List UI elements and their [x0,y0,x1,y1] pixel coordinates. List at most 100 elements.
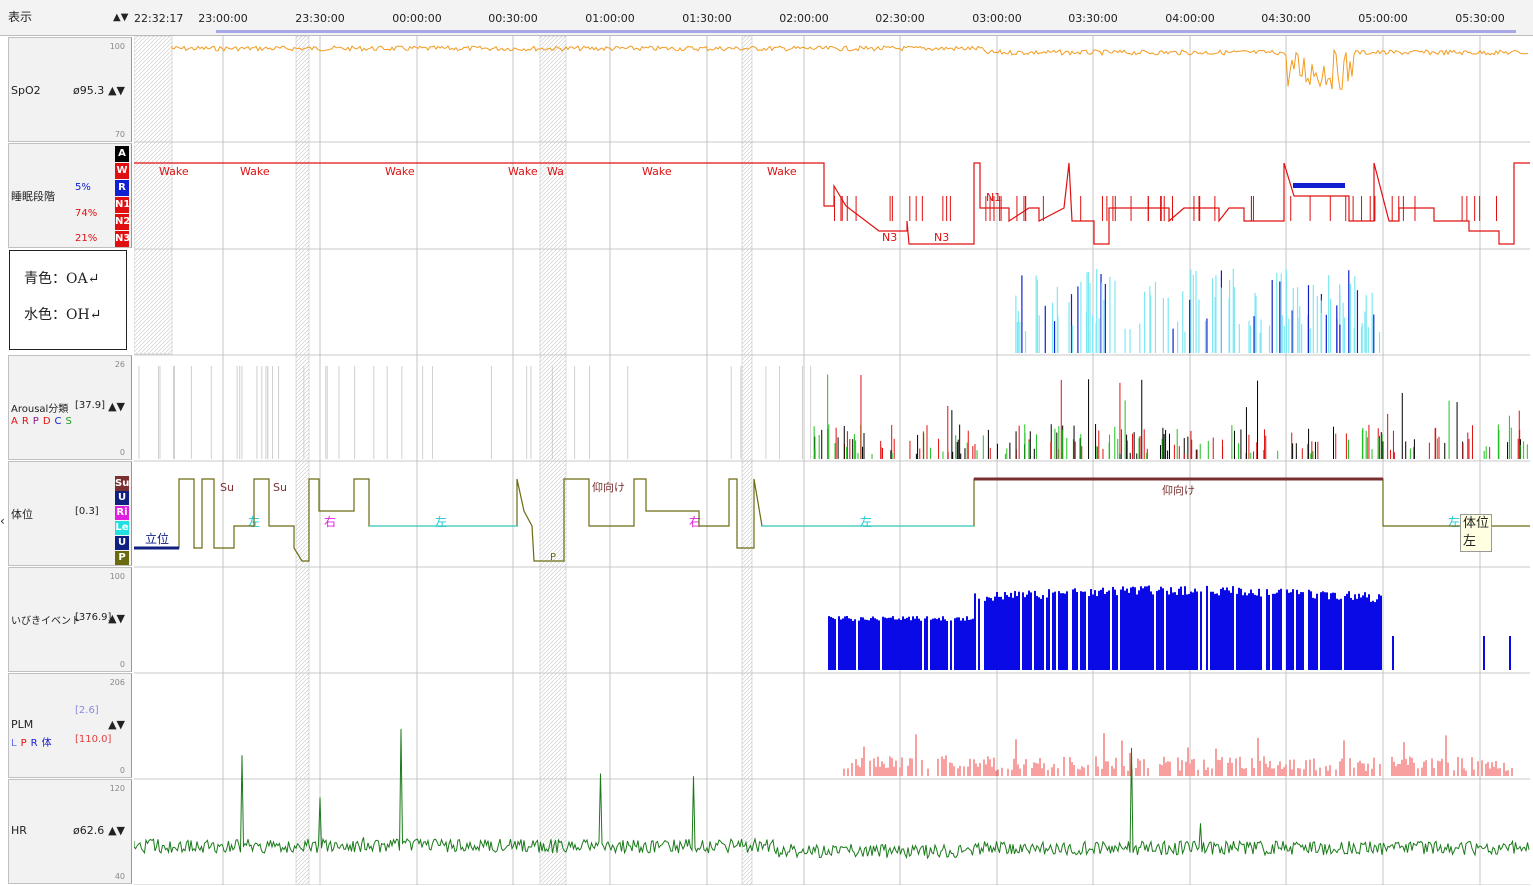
snore-axis-min: 0 [119,660,125,669]
pos-box-u: U [115,491,129,505]
collapse-caret-icon[interactable]: ‹ [0,514,5,528]
hr-name: HR [11,824,27,837]
hour-tick: 23:30:00 [295,12,345,25]
hour-tick: 23:00:00 [198,12,248,25]
hr-axis-max: 120 [109,784,125,793]
arousal-letter: R [21,416,29,427]
pos-box-ri: Ri [115,506,129,520]
pos-label-standing: 立位 [145,531,169,546]
hr-average: ø62.6 [73,824,105,837]
hr-track-label[interactable]: HR ø62.6 ▲▼ 120 40 [8,779,132,884]
time-header: 表示 ▲▼ 22:32:17 23:00:00 23:30:00 00:00:0… [0,0,1533,36]
spo2-track-label[interactable]: SpO2 ø95.3 ▲▼ 100 70 [8,37,132,142]
polysomnography-plot[interactable]: Wake Wake Wake Wake Wa Wake Wake N1 N3 N… [134,36,1530,885]
legend-oa: 青色：OA↵ [24,271,100,287]
hr-scale-arrows-icon[interactable]: ▲▼ [108,824,125,837]
snore-axis-max: 100 [109,572,125,581]
plm-scale-arrows-icon[interactable]: ▲▼ [108,718,125,731]
stage-box-n3: N3 [115,231,130,247]
snore-index: [376.9] [75,612,112,623]
pos-label-left: 左 [1448,514,1460,529]
pos-label-right: 右 [689,514,701,529]
plm-name: PLM [11,718,34,731]
arousal-letter: C [54,416,62,427]
sleep-stage-track-label[interactable]: 睡眠段階 5% 74% 21% A W R N1 N2 N3 [8,143,132,248]
stage-box-w: W [115,163,129,179]
position-name: 体位 [11,508,33,521]
plm-letter: R [30,738,38,749]
hr-axis-min: 40 [114,872,125,881]
pos-label-left: 左 [435,514,447,529]
stage-box-a: A [115,146,129,162]
sleep-label-n3: N3 [882,231,897,244]
arousal-letter: A [11,416,18,427]
hour-tick: 04:00:00 [1165,12,1215,25]
stage-box-r: R [115,180,129,196]
arousal-events [138,366,1528,459]
arousal-letter: S [65,416,72,427]
stage-box-n2: N2 [115,214,130,230]
n3-percent: 21% [75,233,98,244]
plm-letter: 体 [41,738,52,749]
body-position-trace: 立位 Su Su 左 右 左 P 仰向け 右 左 仰向け 左 [134,477,1530,563]
pos-box-u2: U [115,536,129,550]
display-menu[interactable]: 表示 [8,10,33,24]
start-time: 22:32:17 [134,12,184,25]
time-scrollbar[interactable] [216,30,1516,33]
hour-tick: 00:00:00 [392,12,442,25]
spo2-scale-arrows-icon[interactable]: ▲▼ [108,84,125,97]
plm-axis-max: 206 [109,678,125,687]
color-legend-note: 青色：OA↵ 水色：OH↵ [9,250,127,350]
hour-tick: 05:30:00 [1455,12,1505,25]
legend-oh: 水色：OH↵ [24,307,102,323]
hour-tick: 00:30:00 [488,12,538,25]
scroll-arrows-icon[interactable]: ▲▼ [113,12,129,23]
hour-tick: 03:30:00 [1068,12,1118,25]
hour-tick: 02:30:00 [875,12,925,25]
pos-label-su: Su [273,481,287,494]
spo2-trace [171,45,1529,90]
snore-scale-arrows-icon[interactable]: ▲▼ [108,612,125,625]
pos-label-p: P [550,552,556,563]
sleep-label-wake: Wake [767,165,797,178]
arousal-scale-arrows-icon[interactable]: ▲▼ [108,400,125,413]
plm-letter: P [20,738,27,749]
pos-label-right: 右 [324,514,336,529]
hour-tick: 05:00:00 [1358,12,1408,25]
hour-tick: 01:30:00 [682,12,732,25]
pos-box-su: Su [115,476,129,492]
hour-tick: 04:30:00 [1261,12,1311,25]
arousal-index: [37.9] [75,400,106,411]
sleep-label-wake: Wake [159,165,189,178]
pos-label-supine: 仰向け [1162,483,1195,497]
heart-rate-trace [134,728,1530,860]
artifact-hatch-regions [134,36,753,885]
position-track-label[interactable]: 体位 [0.3] Su U Ri Le U P [8,461,132,566]
plm-index-2: [110.0] [75,734,112,745]
snore-track-label[interactable]: いびきイベント [376.9] ▲▼ 100 0 [8,567,132,672]
arousal-letter: P [32,416,39,427]
sleep-label-wake: Wake [240,165,270,178]
arousal-axis-min: 0 [119,448,125,457]
hour-tick: 02:00:00 [779,12,829,25]
rem-percent: 5% [75,182,91,193]
sleep-label-wake: Wake [642,165,672,178]
pos-label-left: 左 [860,514,872,529]
sleep-label-wa: Wa [547,165,564,178]
plm-events [843,733,1513,776]
hypnogram: Wake Wake Wake Wake Wa Wake Wake N1 N3 N… [134,162,1530,245]
sleep-label-wake: Wake [385,165,415,178]
hour-gridlines [134,36,1530,885]
position-tooltip: 体位 左 [1460,514,1492,552]
tooltip-title: 体位 [1463,516,1490,531]
arousal-letter: D [42,416,51,427]
pos-box-p: P [115,551,129,565]
spo2-name: SpO2 [11,84,41,97]
arousal-axis-max: 26 [114,360,125,369]
pos-label-supine: 仰向け [592,480,625,494]
hour-tick: 03:00:00 [972,12,1022,25]
